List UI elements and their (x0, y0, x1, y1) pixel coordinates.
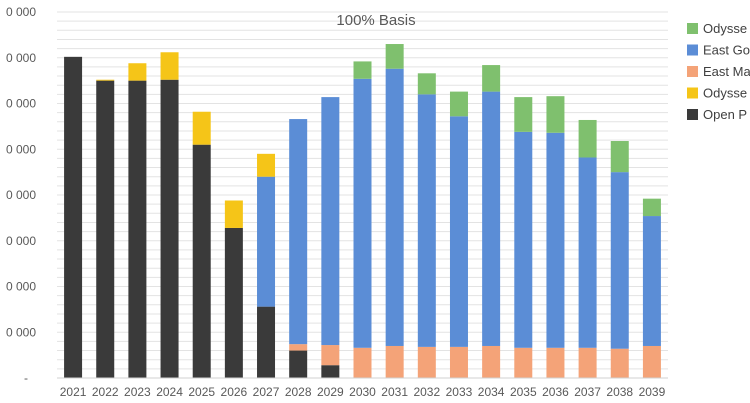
y-tick-label: - (24, 371, 28, 385)
bar-segment (321, 365, 340, 378)
y-tick-label: 0 000 (6, 234, 36, 248)
legend-swatch (687, 109, 698, 120)
bar-segment (642, 345, 661, 378)
bar-segment (514, 97, 533, 132)
bar-segment (353, 347, 372, 378)
bar-segment (482, 91, 501, 346)
chart-title: 100% Basis (336, 12, 415, 29)
bar-segment (257, 306, 276, 378)
y-axis-ticks: - 0 000 0 000 0 000 0 000 0 000 0 000 0 000 0 00… (6, 5, 36, 385)
bar-segment (514, 347, 533, 378)
x-tick-label: 2039 (639, 385, 666, 399)
bar-segment (417, 73, 436, 95)
bar-segment (578, 347, 597, 378)
bar-segment (128, 63, 147, 81)
bar-segment (546, 96, 565, 133)
bar-segment (642, 216, 661, 346)
bar-segment (64, 56, 83, 379)
bar-segment (385, 345, 404, 378)
x-tick-label: 2024 (156, 385, 183, 399)
legend: Odysse East Go East Ma Odysse Open P (687, 21, 750, 122)
y-tick-label: 0 000 (6, 188, 36, 202)
y-tick-label: 0 000 (6, 280, 36, 294)
x-tick-label: 2037 (574, 385, 601, 399)
y-tick-label: 0 000 (6, 142, 36, 156)
bar-segment (610, 348, 629, 378)
bars (64, 44, 661, 379)
x-tick-label: 2031 (381, 385, 408, 399)
bar-segment (385, 44, 404, 69)
bar-segment (578, 157, 597, 348)
bar-segment (514, 131, 533, 348)
bar-segment (482, 65, 501, 92)
x-tick-label: 2038 (606, 385, 633, 399)
x-tick-label: 2030 (349, 385, 376, 399)
x-tick-label: 2033 (446, 385, 473, 399)
bar-segment (321, 345, 340, 366)
x-tick-label: 2026 (221, 385, 248, 399)
bar-segment (160, 52, 179, 80)
bar-segment (449, 91, 468, 117)
y-tick-label: 0 000 (6, 325, 36, 339)
bar-segment (417, 346, 436, 378)
bar-segment (192, 144, 211, 378)
bar-segment (224, 200, 243, 228)
legend-label: Odysse (703, 21, 747, 36)
x-tick-label: 2032 (413, 385, 440, 399)
bar-segment (224, 227, 243, 378)
bar-segment (257, 153, 276, 177)
bar-segment (449, 116, 468, 347)
x-tick-label: 2023 (124, 385, 151, 399)
bar-segment (610, 172, 629, 349)
bar-segment (642, 198, 661, 217)
bar-segment (546, 132, 565, 348)
legend-swatch (687, 44, 698, 56)
bar-segment (192, 111, 211, 145)
y-tick-label: 0 000 (6, 5, 36, 19)
bar-segment (546, 347, 565, 378)
bar-segment (160, 79, 179, 379)
bar-segment (578, 119, 597, 158)
legend-label: East Ma (703, 64, 750, 79)
legend-label: Odysse (703, 86, 747, 101)
x-tick-label: 2021 (60, 385, 87, 399)
y-tick-label: 0 000 (6, 97, 36, 111)
bar-segment (385, 68, 404, 346)
legend-label: East Go (703, 43, 750, 58)
x-tick-label: 2027 (253, 385, 280, 399)
bar-segment (610, 141, 629, 173)
x-tick-label: 2036 (542, 385, 569, 399)
x-tick-label: 2028 (285, 385, 312, 399)
x-tick-label: 2029 (317, 385, 344, 399)
legend-swatch (687, 23, 698, 34)
bar-segment (128, 80, 147, 378)
y-tick-label: 0 000 (6, 51, 36, 65)
legend-swatch (687, 66, 698, 77)
bar-segment (449, 346, 468, 378)
bar-segment (289, 344, 308, 351)
bar-segment (289, 119, 308, 345)
x-tick-label: 2034 (478, 385, 505, 399)
bar-segment (321, 97, 340, 346)
bar-segment (96, 80, 115, 378)
bar-segment (353, 78, 372, 348)
bar-segment (417, 94, 436, 347)
x-tick-label: 2022 (92, 385, 119, 399)
bar-segment (482, 345, 501, 378)
x-tick-label: 2025 (188, 385, 215, 399)
bar-segment (289, 350, 308, 378)
legend-label: Open P (703, 107, 747, 122)
x-axis-ticks: 2021 2022 2023 2024 2025 2026 2027 2028 2029 2030… (60, 385, 666, 399)
bar-segment (96, 79, 115, 81)
bar-segment (257, 176, 276, 307)
x-tick-label: 2035 (510, 385, 537, 399)
bar-segment (353, 61, 372, 79)
legend-swatch (687, 87, 698, 99)
